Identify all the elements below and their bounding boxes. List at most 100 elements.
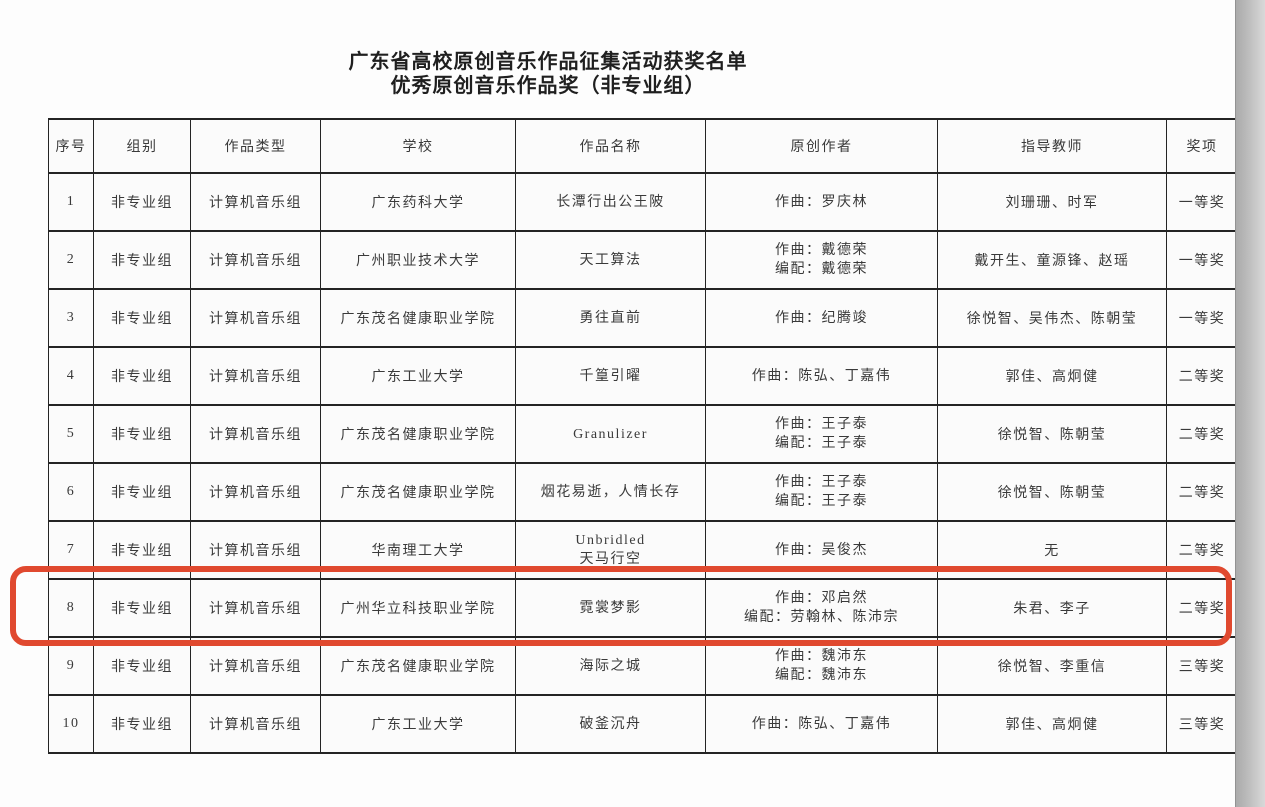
cell-no: 1 <box>48 172 94 232</box>
table-row: 1 非专业组 计算机音乐组 广东药科大学 长潭行出公王陂 作曲：罗庆林 刘珊珊、… <box>48 172 1238 232</box>
cell-award: 三等奖 <box>1166 636 1238 696</box>
table-row: 7 非专业组 计算机音乐组 华南理工大学 Unbridled 天马行空 作曲：吴… <box>48 520 1238 580</box>
cell-type: 计算机音乐组 <box>190 404 321 464</box>
cell-group: 非专业组 <box>93 230 191 290</box>
cell-award: 三等奖 <box>1166 694 1238 754</box>
cell-teachers: 徐悦智、陈朝莹 <box>937 462 1167 522</box>
cell-award: 二等奖 <box>1166 520 1238 580</box>
cell-work: 千篁引曜 <box>515 346 706 406</box>
cell-type: 计算机音乐组 <box>190 346 321 406</box>
table-row: 9 非专业组 计算机音乐组 广东茂名健康职业学院 海际之城 作曲：魏沛东 编配：… <box>48 636 1238 696</box>
table-row-highlighted: 8 非专业组 计算机音乐组 广州华立科技职业学院 霓裳梦影 作曲：邓启然 编配：… <box>48 578 1238 638</box>
table-row: 2 非专业组 计算机音乐组 广州职业技术大学 天工算法 作曲：戴德荣 编配：戴德… <box>48 230 1238 290</box>
cell-no: 8 <box>48 578 94 638</box>
cell-type: 计算机音乐组 <box>190 230 321 290</box>
cell-authors: 作曲：罗庆林 <box>705 172 938 232</box>
table-row: 4 非专业组 计算机音乐组 广东工业大学 千篁引曜 作曲：陈弘、丁嘉伟 郭佳、高… <box>48 346 1238 406</box>
cell-authors: 作曲：王子泰 编配：王子泰 <box>705 462 938 522</box>
table-row: 3 非专业组 计算机音乐组 广东茂名健康职业学院 勇往直前 作曲：纪腾竣 徐悦智… <box>48 288 1238 348</box>
cell-group: 非专业组 <box>93 636 191 696</box>
cell-group: 非专业组 <box>93 404 191 464</box>
cell-authors: 作曲：陈弘、丁嘉伟 <box>705 694 938 754</box>
cell-award: 一等奖 <box>1166 172 1238 232</box>
document-title-block: 广东省高校原创音乐作品征集活动获奖名单 优秀原创音乐作品奖（非专业组） <box>0 50 1096 98</box>
document-title: 广东省高校原创音乐作品征集活动获奖名单 <box>348 51 748 73</box>
cell-group: 非专业组 <box>93 578 191 638</box>
cell-work: Unbridled 天马行空 <box>515 520 706 580</box>
cell-school: 广东工业大学 <box>320 346 516 406</box>
cell-award: 一等奖 <box>1166 288 1238 348</box>
table-row: 6 非专业组 计算机音乐组 广东茂名健康职业学院 烟花易逝，人情长存 作曲：王子… <box>48 462 1238 522</box>
cell-school: 广东工业大学 <box>320 694 516 754</box>
cell-school: 广州职业技术大学 <box>320 230 516 290</box>
cell-teachers: 戴开生、童源锋、赵瑶 <box>937 230 1167 290</box>
cell-no: 2 <box>48 230 94 290</box>
cell-teachers: 郭佳、高炯健 <box>937 346 1167 406</box>
cell-teachers: 徐悦智、吴伟杰、陈朝莹 <box>937 288 1167 348</box>
cell-work: Granulizer <box>515 404 706 464</box>
cell-work: 破釜沉舟 <box>515 694 706 754</box>
cell-authors: 作曲：陈弘、丁嘉伟 <box>705 346 938 406</box>
cell-authors: 作曲：吴俊杰 <box>705 520 938 580</box>
cell-work: 霓裳梦影 <box>515 578 706 638</box>
cell-group: 非专业组 <box>93 462 191 522</box>
cell-award: 二等奖 <box>1166 462 1238 522</box>
header-authors: 原创作者 <box>705 118 938 174</box>
cell-award: 二等奖 <box>1166 346 1238 406</box>
cell-teachers: 徐悦智、李重信 <box>937 636 1167 696</box>
header-award: 奖项 <box>1166 118 1238 174</box>
cell-no: 10 <box>48 694 94 754</box>
cell-school: 广东茂名健康职业学院 <box>320 462 516 522</box>
cell-authors: 作曲：纪腾竣 <box>705 288 938 348</box>
cell-school: 华南理工大学 <box>320 520 516 580</box>
cell-type: 计算机音乐组 <box>190 578 321 638</box>
cell-teachers: 无 <box>937 520 1167 580</box>
cell-type: 计算机音乐组 <box>190 636 321 696</box>
cell-type: 计算机音乐组 <box>190 172 321 232</box>
cell-teachers: 郭佳、高炯健 <box>937 694 1167 754</box>
cell-group: 非专业组 <box>93 172 191 232</box>
cell-no: 6 <box>48 462 94 522</box>
cell-work: 勇往直前 <box>515 288 706 348</box>
cell-award: 一等奖 <box>1166 230 1238 290</box>
cell-no: 5 <box>48 404 94 464</box>
header-group: 组别 <box>93 118 191 174</box>
header-school: 学校 <box>320 118 516 174</box>
cell-school: 广东茂名健康职业学院 <box>320 636 516 696</box>
cell-type: 计算机音乐组 <box>190 694 321 754</box>
table-row: 5 非专业组 计算机音乐组 广东茂名健康职业学院 Granulizer 作曲：王… <box>48 404 1238 464</box>
cell-school: 广州华立科技职业学院 <box>320 578 516 638</box>
cell-school: 广东药科大学 <box>320 172 516 232</box>
cell-award: 二等奖 <box>1166 578 1238 638</box>
cell-school: 广东茂名健康职业学院 <box>320 404 516 464</box>
cell-school: 广东茂名健康职业学院 <box>320 288 516 348</box>
cell-work: 海际之城 <box>515 636 706 696</box>
table-header-row: 序号 组别 作品类型 学校 作品名称 原创作者 指导教师 奖项 <box>48 118 1238 174</box>
header-work: 作品名称 <box>515 118 706 174</box>
cell-authors: 作曲：邓启然 编配：劳翰林、陈沛宗 <box>705 578 938 638</box>
cell-work: 烟花易逝，人情长存 <box>515 462 706 522</box>
cell-work: 天工算法 <box>515 230 706 290</box>
cell-type: 计算机音乐组 <box>190 288 321 348</box>
cell-no: 7 <box>48 520 94 580</box>
cell-authors: 作曲：王子泰 编配：王子泰 <box>705 404 938 464</box>
cell-type: 计算机音乐组 <box>190 462 321 522</box>
header-no: 序号 <box>48 118 94 174</box>
cell-no: 3 <box>48 288 94 348</box>
cell-group: 非专业组 <box>93 288 191 348</box>
header-teachers: 指导教师 <box>937 118 1167 174</box>
awards-table: 序号 组别 作品类型 学校 作品名称 原创作者 指导教师 奖项 1 非专业组 计… <box>48 118 1238 754</box>
cell-type: 计算机音乐组 <box>190 520 321 580</box>
cell-no: 4 <box>48 346 94 406</box>
cell-teachers: 朱君、李子 <box>937 578 1167 638</box>
cell-award: 二等奖 <box>1166 404 1238 464</box>
cell-work: 长潭行出公王陂 <box>515 172 706 232</box>
cell-group: 非专业组 <box>93 694 191 754</box>
cell-group: 非专业组 <box>93 520 191 580</box>
document-subtitle: 优秀原创音乐作品奖（非专业组） <box>390 75 706 97</box>
cell-no: 9 <box>48 636 94 696</box>
cell-authors: 作曲：魏沛东 编配：魏沛东 <box>705 636 938 696</box>
cell-teachers: 徐悦智、陈朝莹 <box>937 404 1167 464</box>
cell-teachers: 刘珊珊、时军 <box>937 172 1167 232</box>
